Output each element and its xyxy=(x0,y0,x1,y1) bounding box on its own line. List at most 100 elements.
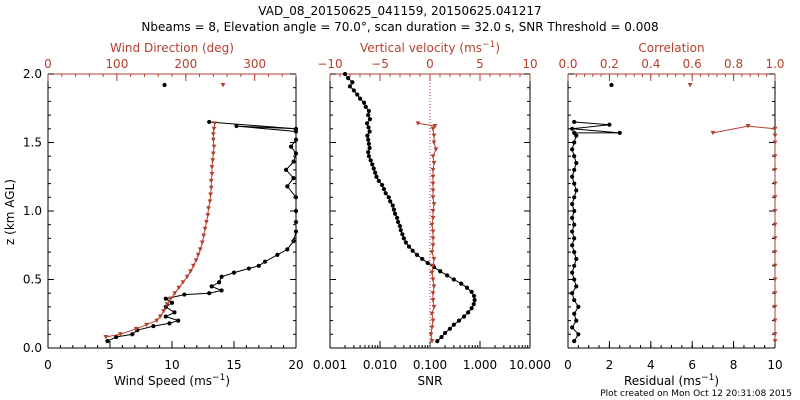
data-point xyxy=(208,192,213,197)
top-tick-label: −10 xyxy=(317,57,342,71)
top-tick-label: 0.8 xyxy=(724,57,743,71)
data-point xyxy=(291,239,296,244)
data-point xyxy=(572,130,577,136)
data-point xyxy=(367,117,373,122)
data-point xyxy=(367,145,372,151)
data-point xyxy=(431,140,437,145)
data-point xyxy=(366,125,371,130)
data-point xyxy=(365,133,370,138)
top-tick-label: 0.4 xyxy=(641,57,660,71)
data-point xyxy=(374,174,379,179)
data-point xyxy=(570,174,575,179)
data-point xyxy=(231,270,237,275)
y-tick-label: 0.5 xyxy=(23,273,42,287)
figure-title: VAD_08_20150625_041159, 20150625.041217 xyxy=(258,4,541,18)
data-point xyxy=(293,195,299,200)
data-point xyxy=(379,182,385,188)
data-point xyxy=(464,285,470,290)
data-point xyxy=(420,256,425,262)
data-point xyxy=(415,121,421,126)
data-point xyxy=(570,126,575,131)
data-point xyxy=(206,206,211,211)
data-point xyxy=(395,219,401,225)
data-point xyxy=(772,209,778,214)
data-point xyxy=(410,248,415,253)
data-point xyxy=(212,121,218,126)
data-point xyxy=(572,167,577,172)
data-point xyxy=(430,181,436,186)
data-point xyxy=(430,167,436,173)
data-point xyxy=(395,215,400,220)
data-point xyxy=(572,195,577,200)
y-tick-label: 1.5 xyxy=(23,136,42,150)
data-point xyxy=(164,302,170,307)
data-point xyxy=(572,339,577,344)
data-point xyxy=(351,88,356,93)
data-point xyxy=(772,318,778,323)
data-point xyxy=(572,250,577,255)
data-point xyxy=(772,304,778,310)
data-point xyxy=(217,280,222,285)
data-point xyxy=(262,259,268,264)
bottom-tick-label: 10 xyxy=(767,358,782,372)
data-point xyxy=(366,141,372,146)
data-point xyxy=(574,318,579,323)
data-point xyxy=(207,119,212,125)
data-point xyxy=(429,270,435,276)
plot-created-note: Plot created on Mon Oct 12 20:31:08 2015 xyxy=(600,389,792,399)
data-point xyxy=(285,184,290,189)
data-point xyxy=(572,208,577,214)
data-point xyxy=(197,247,203,252)
data-point xyxy=(363,104,368,109)
data-point xyxy=(451,322,456,327)
data-point xyxy=(114,334,119,340)
data-point xyxy=(617,130,622,136)
data-point xyxy=(167,321,172,326)
data-point xyxy=(576,332,581,337)
data-point xyxy=(205,213,211,218)
data-point xyxy=(772,291,778,296)
data-point xyxy=(367,129,372,134)
data-point xyxy=(195,252,201,258)
bottom-axis-title-text: Residual (ms xyxy=(624,374,701,388)
data-point xyxy=(471,302,476,307)
data-point xyxy=(772,126,778,132)
data-point xyxy=(430,291,436,296)
data-point xyxy=(570,229,575,234)
data-point xyxy=(209,172,215,177)
data-point xyxy=(366,137,371,142)
data-point xyxy=(370,162,375,167)
data-point xyxy=(472,297,477,303)
data-point xyxy=(572,297,577,303)
top-tick-label: 0.2 xyxy=(600,57,619,71)
data-point xyxy=(430,126,436,132)
data-point xyxy=(293,229,299,234)
data-point xyxy=(574,284,579,289)
data-point xyxy=(103,335,109,340)
data-point xyxy=(383,191,388,196)
bottom-tick-label: 8 xyxy=(730,358,738,372)
data-point xyxy=(609,82,614,88)
data-point xyxy=(430,188,436,193)
data-point xyxy=(151,323,156,329)
data-point xyxy=(182,292,187,297)
data-point xyxy=(345,76,351,81)
series-line xyxy=(572,121,620,134)
data-point xyxy=(210,137,216,143)
y-tick-label: 1.0 xyxy=(23,204,42,218)
data-point xyxy=(293,151,299,156)
data-point xyxy=(772,167,778,173)
data-point xyxy=(291,176,296,181)
data-point xyxy=(572,311,577,316)
data-point xyxy=(211,126,217,132)
data-point xyxy=(572,236,577,241)
data-point xyxy=(469,289,474,294)
data-point xyxy=(772,332,778,337)
data-point xyxy=(398,228,403,233)
top-tick-label: 0 xyxy=(44,57,52,71)
data-point xyxy=(430,195,436,200)
data-point xyxy=(431,133,437,139)
data-point xyxy=(772,339,778,344)
bottom-axis-title-closing: ) xyxy=(225,374,230,388)
data-point xyxy=(161,309,167,314)
